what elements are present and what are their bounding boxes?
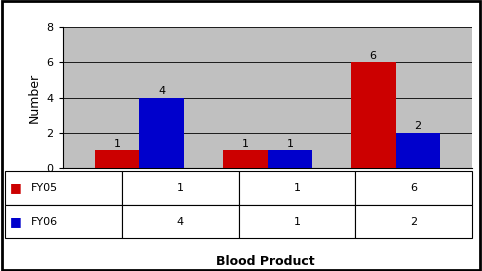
Text: 6: 6 (370, 51, 376, 60)
Bar (351, 62, 396, 168)
Text: FY06: FY06 (30, 217, 58, 227)
Bar (94, 150, 139, 168)
Y-axis label: Number: Number (28, 73, 41, 122)
Text: 4: 4 (158, 86, 165, 96)
Text: 2: 2 (415, 121, 422, 131)
Bar (268, 150, 312, 168)
Text: 1: 1 (241, 139, 249, 149)
Bar (139, 98, 184, 168)
Text: Blood Product: Blood Product (216, 255, 314, 268)
Text: ■: ■ (10, 181, 21, 194)
Bar (223, 150, 268, 168)
Bar (396, 133, 441, 168)
Text: 1: 1 (286, 139, 294, 149)
Text: 1: 1 (114, 139, 120, 149)
Text: FY05: FY05 (30, 183, 58, 193)
Text: ■: ■ (10, 215, 21, 228)
